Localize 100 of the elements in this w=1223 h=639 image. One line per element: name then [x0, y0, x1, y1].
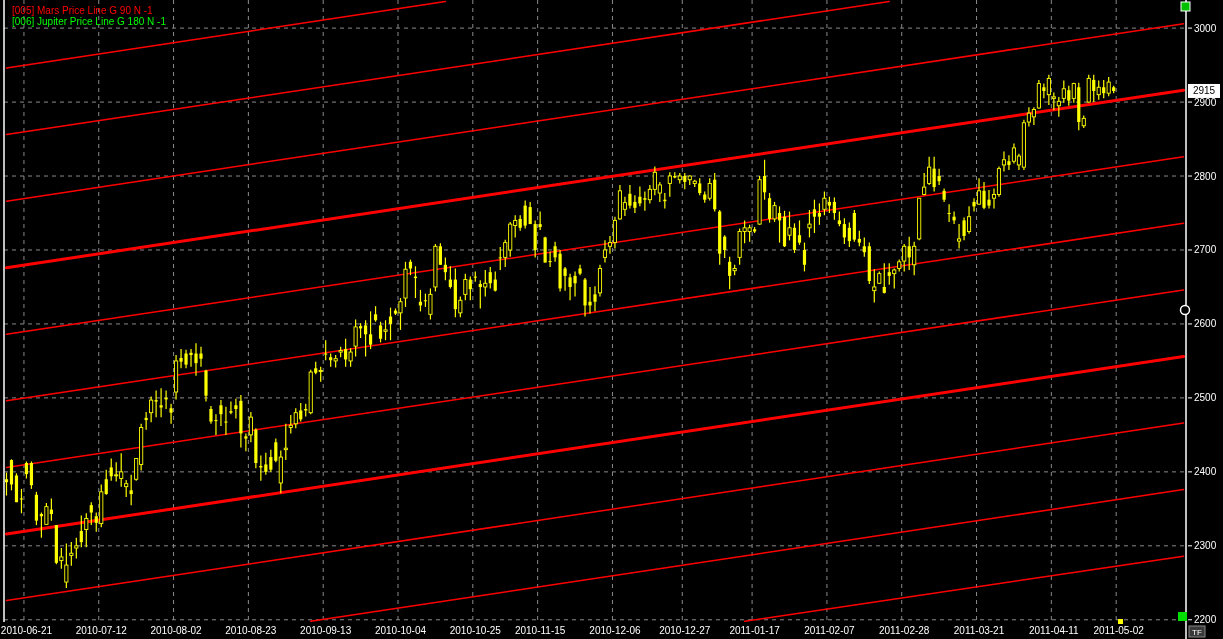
- candlestick: [822, 190, 827, 216]
- candlestick: [4, 472, 9, 497]
- candlestick: [288, 414, 293, 434]
- candlestick: [797, 219, 802, 246]
- candlestick: [807, 209, 812, 239]
- candlestick: [483, 269, 488, 298]
- candlestick: [293, 407, 298, 429]
- candlestick: [229, 401, 233, 415]
- candlestick: [1106, 76, 1111, 97]
- candlestick: [976, 177, 982, 206]
- y-tick-label: 2600: [1194, 318, 1217, 330]
- candlestick: [912, 241, 917, 276]
- candlestick: [269, 449, 273, 473]
- candlestick: [723, 234, 727, 259]
- y-tick-label: 2500: [1194, 392, 1217, 404]
- candlestick: [274, 437, 278, 463]
- y-tick-label: 2700: [1194, 244, 1217, 256]
- candlestick: [892, 267, 897, 290]
- x-tick-label: 2010-11-15: [514, 625, 566, 636]
- x-tick-label: 2011-02-28: [879, 625, 930, 636]
- candlestick: [19, 488, 24, 514]
- x-tick-label: 2010-09-13: [300, 625, 352, 636]
- candlestick: [383, 319, 388, 341]
- candlestick: [1056, 96, 1061, 118]
- candlestick: [154, 389, 158, 418]
- x-tick-label: 2011-04-11: [1029, 625, 1080, 636]
- candlestick: [882, 262, 886, 295]
- candlestick: [1086, 74, 1091, 104]
- y-tick-label: 2300: [1194, 540, 1217, 552]
- candlestick: [363, 319, 368, 358]
- candlestick: [932, 156, 936, 193]
- candlestick: [224, 406, 228, 436]
- annotation: [005] Mars Price Line G 90 N -1: [12, 5, 154, 16]
- annotation: 2915: [1192, 85, 1216, 97]
- candlestick: [548, 250, 552, 268]
- y-tick-label: 2200: [1194, 614, 1217, 626]
- candlestick: [593, 285, 597, 312]
- candlestick: [772, 201, 777, 223]
- candlestick: [523, 199, 527, 230]
- candlestick: [957, 223, 962, 250]
- candlestick: [488, 266, 492, 290]
- candlestick: [538, 210, 542, 231]
- candlestick: [264, 452, 268, 476]
- y-tick-label: 2400: [1194, 466, 1217, 478]
- x-tick-label: 2010-06-21: [0, 625, 53, 636]
- x-tick-label: 2010-10-04: [374, 625, 427, 636]
- candlestick: [832, 196, 836, 221]
- candlestick: [244, 432, 248, 452]
- candlestick: [1046, 74, 1051, 106]
- x-tick-label: 2011-01-17: [729, 625, 781, 636]
- x-tick-label: 2010-12-06: [589, 625, 641, 636]
- x-tick-label: 2010-12-27: [659, 625, 711, 636]
- x-tick-label: 2011-05-02: [1093, 625, 1145, 636]
- x-tick-label: 2010-07-12: [75, 625, 128, 636]
- candlestick: [802, 241, 807, 273]
- candlestick: [29, 460, 34, 490]
- candlestick: [872, 268, 877, 304]
- y-tick-label: 2900: [1194, 96, 1217, 108]
- candlestick: [862, 236, 866, 258]
- candlestick: [1096, 80, 1101, 101]
- candlestick: [129, 474, 133, 506]
- candlestick: [842, 217, 846, 245]
- candlestick: [812, 199, 817, 234]
- candlestick: [324, 339, 328, 361]
- candlestick: [667, 171, 672, 198]
- candlestick: [1001, 151, 1007, 173]
- candlestick: [64, 543, 69, 589]
- candlestick: [947, 203, 951, 223]
- candlestick: [353, 318, 358, 358]
- candlestick: [69, 541, 74, 567]
- candlestick: [169, 403, 173, 425]
- candlestick: [398, 297, 403, 331]
- x-tick-label: 2010-10-25: [449, 625, 502, 636]
- candlestick: [643, 190, 647, 212]
- x-tick-label: 2010-08-02: [150, 625, 203, 636]
- text: TF: [1192, 628, 1202, 637]
- candlestick: [84, 512, 89, 548]
- candlestick: [1061, 80, 1066, 104]
- x-tick-label: 2011-02-07: [804, 625, 856, 636]
- candlestick: [463, 273, 468, 301]
- candlestick: [817, 202, 822, 226]
- candlestick: [219, 399, 223, 427]
- y-tick-label: 3000: [1194, 22, 1217, 34]
- y-tick-label: 2800: [1194, 170, 1217, 182]
- candlestick: [368, 310, 373, 350]
- candlestick: [348, 347, 353, 368]
- candlestick: [952, 210, 956, 225]
- candlestick: [44, 502, 49, 525]
- annotation: [006] Jupiter Price Line G 180 N -1: [12, 16, 167, 27]
- candlestick: [159, 387, 163, 418]
- candlestick: [89, 501, 93, 526]
- candlestick: [114, 461, 119, 483]
- candlestick: [428, 287, 433, 321]
- candlestick: [612, 216, 617, 250]
- x-tick-label: 2010-08-23: [225, 625, 277, 636]
- candlestick: [149, 395, 154, 423]
- candlestick: [847, 222, 851, 248]
- x-tick-label: 2011-03-21: [953, 625, 1005, 636]
- candlestick: [927, 156, 932, 186]
- candlestick: [74, 537, 79, 559]
